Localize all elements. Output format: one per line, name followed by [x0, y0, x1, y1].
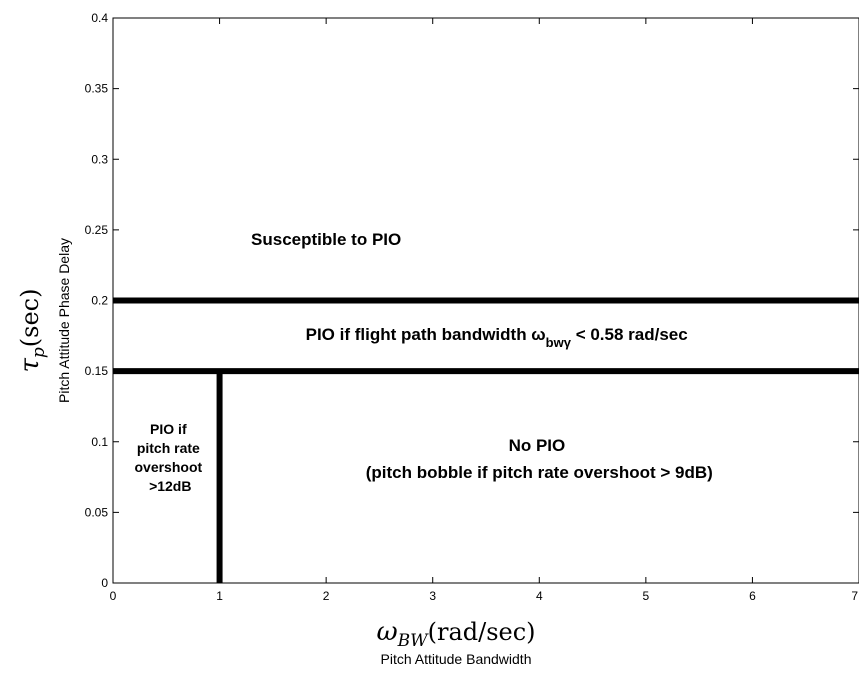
y-tick-label: 0.25	[85, 223, 109, 237]
boundary-lines	[113, 297, 859, 583]
x-tick-label: 7	[851, 589, 858, 603]
region-label-susceptible-to-pio: Susceptible to PIO	[251, 230, 401, 249]
x-tick-label: 1	[216, 589, 223, 603]
pio-bw-text-before: PIO if flight path bandwidth ω	[306, 325, 546, 344]
region-label-no-pio: No PIO (pitch bobble if pitch rate overs…	[366, 436, 713, 482]
y-axis-symbol: τ	[15, 357, 45, 372]
y-axis-label: τp(sec)	[15, 289, 49, 373]
x-axis-symbol: ω	[376, 617, 397, 647]
y-tick-label: 0.1	[91, 435, 108, 449]
y-axis-description: Pitch Attitude Phase Delay	[56, 238, 72, 403]
y-tick-label: 0.35	[85, 82, 109, 96]
x-tick-label: 3	[429, 589, 436, 603]
tick-labels: 0 1 2 3 4 5 6 7 0 0.05 0.1 0.15 0.2 0.25 0.3 0.35 0.4	[85, 11, 859, 603]
left-line-1: PIO if	[150, 421, 187, 437]
x-axis-subscript: BW	[397, 631, 429, 651]
x-tick-label: 4	[536, 589, 543, 603]
y-axis-unit: (sec)	[16, 289, 44, 348]
pio-bw-text-after: < 0.58 rad/sec	[571, 325, 688, 344]
x-tick-label: 2	[323, 589, 330, 603]
y-tick-label: 0.2	[91, 294, 108, 308]
region-label-pio-pitch-rate-overshoot: PIO if pitch rate overshoot >12dB	[134, 421, 206, 494]
y-tick-label: 0.3	[91, 152, 108, 166]
pio-bw-subscript: bwγ	[546, 335, 572, 350]
region-label-pio-flight-path-bandwidth: PIO if flight path bandwidth ωbwγ < 0.58…	[306, 325, 688, 350]
left-line-2: pitch rate	[137, 440, 200, 456]
x-tick-label: 5	[643, 589, 650, 603]
y-tick-label: 0.05	[85, 505, 109, 519]
y-tick-label: 0.15	[85, 364, 109, 378]
x-axis-unit: (rad/sec)	[428, 618, 536, 646]
y-axis-subscript: p	[29, 347, 49, 358]
x-axis-description: Pitch Attitude Bandwidth	[381, 651, 532, 667]
no-pio-line-2: (pitch bobble if pitch rate overshoot > …	[366, 463, 713, 482]
x-axis-label: ωBW(rad/sec)	[376, 617, 535, 651]
left-line-4: >12dB	[149, 478, 191, 494]
x-tick-label: 0	[110, 589, 117, 603]
y-tick-label: 0	[101, 576, 108, 590]
left-line-3: overshoot	[134, 459, 202, 475]
no-pio-line-1: No PIO	[509, 436, 566, 455]
x-tick-label: 6	[749, 589, 756, 603]
y-tick-label: 0.4	[91, 11, 108, 25]
